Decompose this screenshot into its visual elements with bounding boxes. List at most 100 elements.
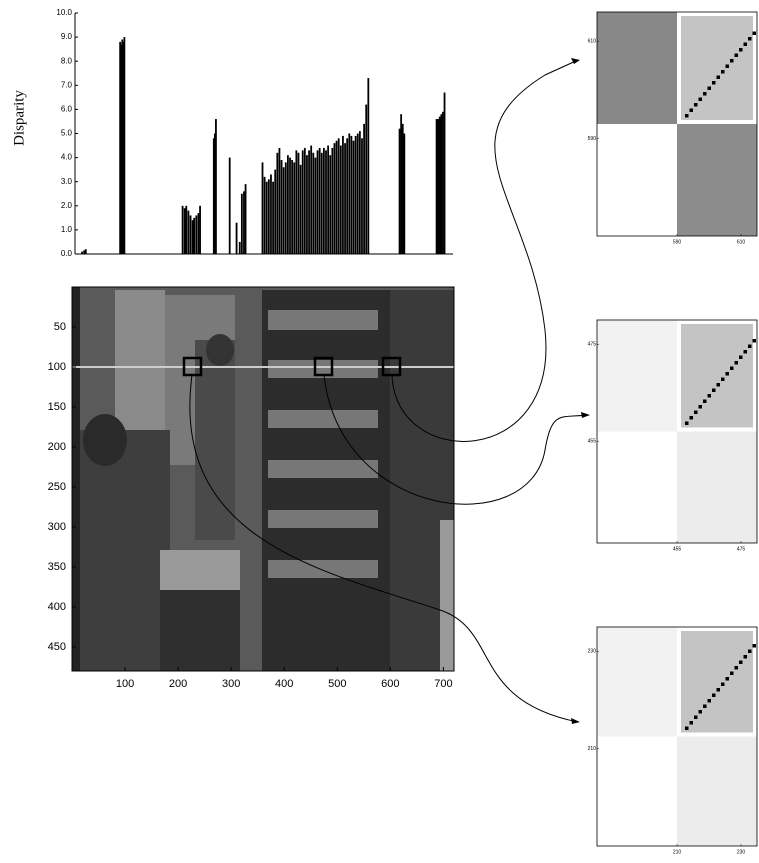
bar: [195, 215, 197, 254]
match-cell: [753, 32, 757, 36]
bar: [323, 148, 325, 254]
x-tick-label: 300: [222, 678, 240, 690]
bar: [85, 249, 87, 254]
bar: [245, 184, 247, 254]
bar: [198, 213, 200, 254]
x-tick-label: 600: [381, 678, 399, 690]
bar: [184, 208, 186, 254]
match-cell: [726, 372, 730, 376]
bar: [329, 155, 331, 254]
bar: [291, 160, 293, 254]
match-cell: [690, 109, 694, 113]
bar: [192, 220, 194, 254]
bar: [281, 160, 283, 254]
bar: [266, 182, 268, 254]
y-tick-label: 0.0: [61, 249, 73, 258]
y-tick-label: 4.0: [61, 153, 73, 162]
match-cell: [708, 87, 712, 91]
bar: [331, 148, 333, 254]
bar: [243, 191, 245, 254]
y-tick-label: 150: [48, 401, 66, 413]
bar: [272, 182, 274, 254]
bar: [317, 150, 319, 254]
match-cell: [739, 661, 743, 665]
y-tick-label: 7.0: [61, 80, 73, 89]
arrowheads: [571, 58, 590, 724]
bar: [193, 218, 195, 254]
x-tick-label: 590: [673, 239, 682, 245]
y-tick-label: 590: [588, 136, 597, 142]
patch-bottom: [677, 124, 757, 236]
bar: [355, 136, 357, 254]
bar: [359, 131, 361, 254]
bar: [199, 206, 201, 254]
x-tick-label: 200: [169, 678, 187, 690]
bar: [81, 252, 83, 254]
bar: [342, 136, 344, 254]
bar: [239, 242, 241, 254]
bar: [344, 143, 346, 254]
bar: [302, 150, 304, 254]
bar: [346, 138, 348, 254]
bar: [334, 143, 336, 254]
y-tick-label: 9.0: [61, 32, 73, 41]
y-tick-label: 230: [588, 649, 597, 655]
bar: [298, 153, 300, 254]
match-cell: [703, 92, 707, 96]
match-cell: [690, 721, 694, 725]
match-region: [681, 631, 753, 733]
match-cell: [730, 672, 734, 676]
match-cell: [748, 345, 752, 349]
y-tick-label: 2.0: [61, 201, 73, 210]
match-region: [681, 324, 753, 428]
bar: [403, 134, 405, 255]
bar: [348, 134, 350, 255]
bar: [444, 93, 446, 254]
bar: [402, 124, 404, 254]
match-cell: [703, 705, 707, 709]
patch-left: [597, 12, 677, 124]
match-cell: [748, 37, 752, 41]
bar: [274, 170, 276, 254]
bar: [327, 146, 329, 254]
bar: [262, 162, 264, 254]
bar: [399, 129, 401, 254]
match-cell: [744, 655, 748, 659]
match-cell: [712, 694, 716, 698]
y-tick-label: 350: [48, 561, 66, 573]
match-cell: [744, 350, 748, 354]
bar: [367, 78, 369, 254]
y-tick-label: 300: [48, 521, 66, 533]
bar: [283, 167, 285, 254]
y-tick-label: 200: [48, 441, 66, 453]
y-tick-label: 5.0: [61, 129, 73, 138]
x-tick-label: 400: [275, 678, 293, 690]
match-cell: [712, 389, 716, 393]
x-tick-label: 210: [673, 849, 682, 855]
bar: [400, 114, 402, 254]
bar: [440, 114, 442, 254]
bar: [236, 223, 238, 254]
match-cell: [708, 699, 712, 703]
bar: [361, 138, 363, 254]
match-cell: [694, 103, 698, 107]
x-tick-label: 700: [434, 678, 452, 690]
bar: [270, 174, 272, 254]
bar: [439, 117, 441, 254]
bar: [336, 141, 338, 254]
bar: [285, 162, 287, 254]
match-cell: [730, 59, 734, 63]
bar: [215, 119, 217, 254]
match-cell: [739, 356, 743, 360]
bar: [363, 124, 365, 254]
y-tick-label: 10.0: [56, 8, 72, 17]
bar: [306, 155, 308, 254]
bar: [264, 177, 266, 254]
bar: [308, 150, 310, 254]
match-cell: [717, 688, 721, 692]
match-cell: [735, 361, 739, 365]
y-tick-label: 6.0: [61, 105, 73, 114]
match-cell: [717, 383, 721, 387]
match-region: [681, 16, 753, 120]
y-tick-label: 210: [588, 746, 597, 752]
